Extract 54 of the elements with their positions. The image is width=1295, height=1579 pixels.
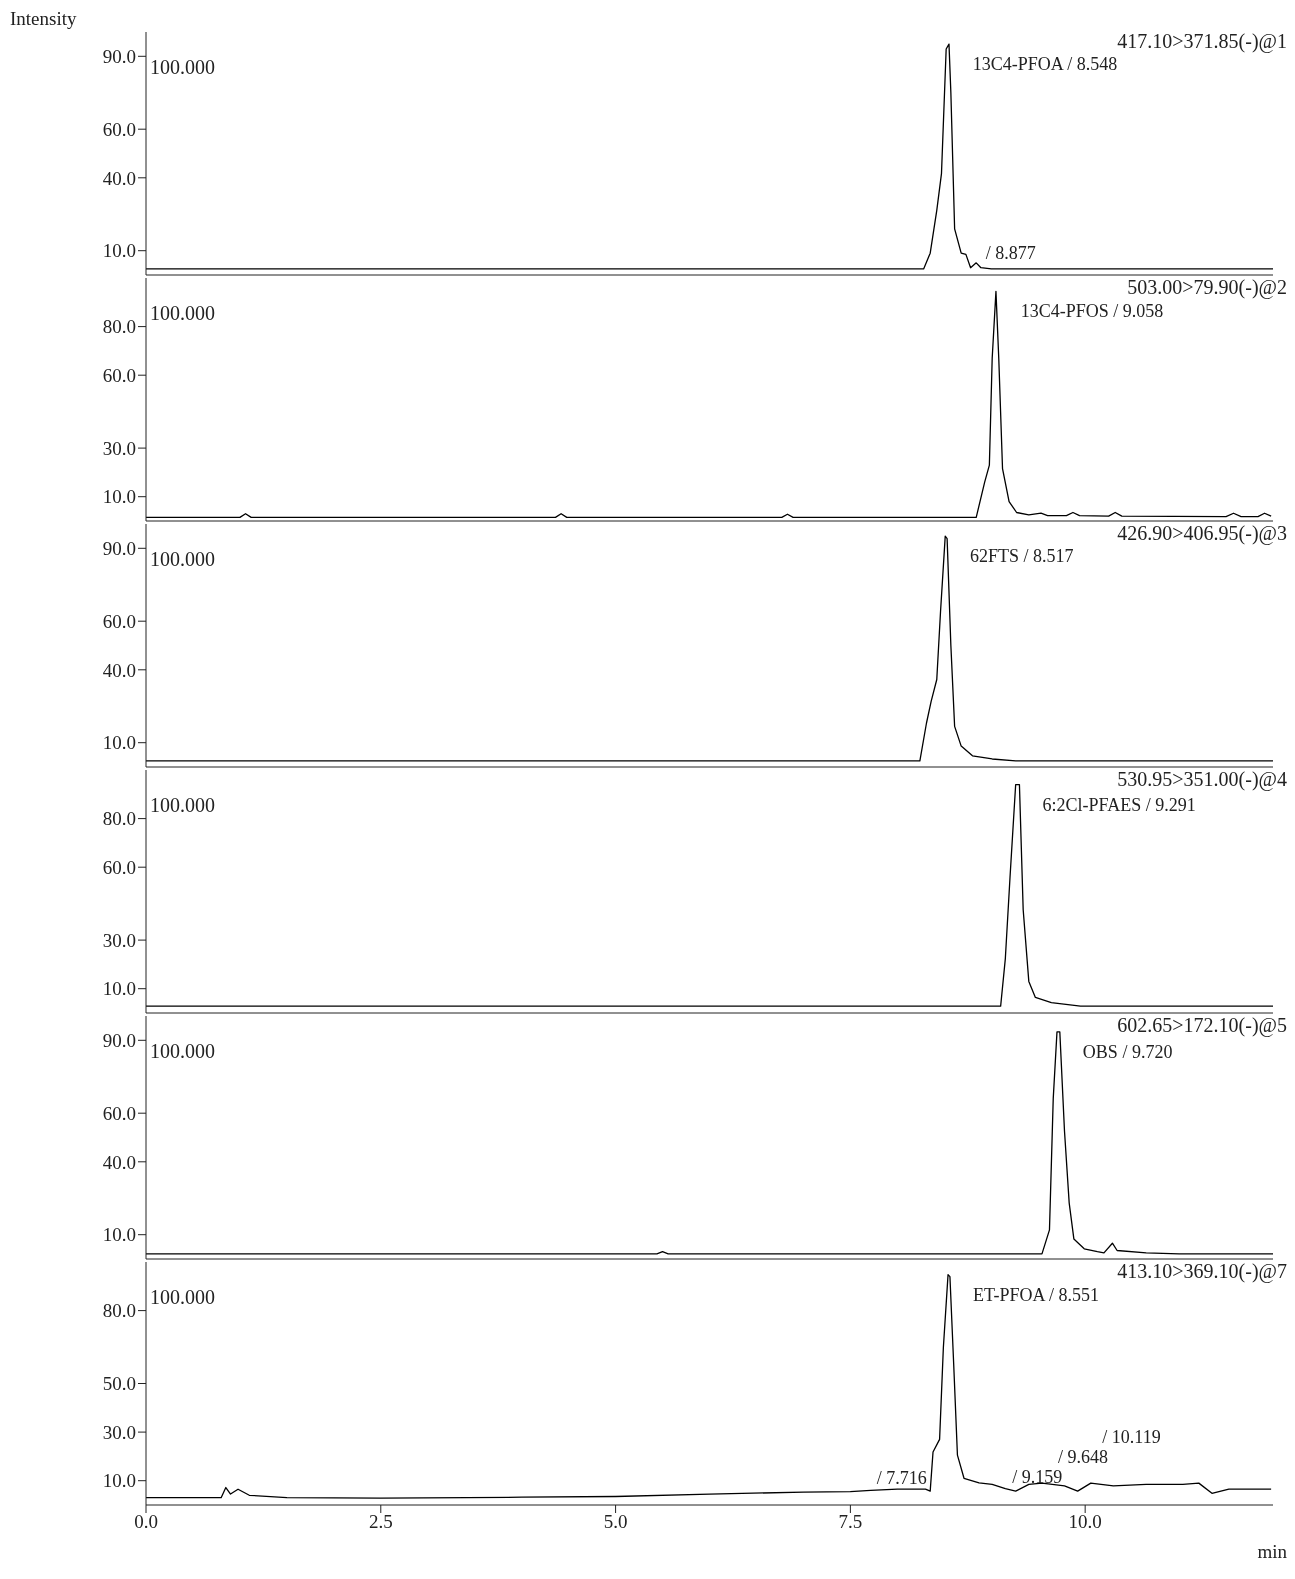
y-tick-label: 60.0 <box>102 856 136 878</box>
annotation: / 9.648 <box>1058 1446 1109 1467</box>
y-axis-title: Intensity <box>9 8 78 30</box>
y-tick-label: 90.0 <box>102 46 136 68</box>
annotation: 503.00>79.90(-)@2 <box>1127 276 1287 299</box>
annotation: 100.000 <box>150 1286 215 1309</box>
x-tick-label: 5.0 <box>603 1511 628 1533</box>
y-tick-label: 80.0 <box>102 1300 136 1322</box>
annotation: 100.000 <box>150 548 215 571</box>
y-tick-label: 80.0 <box>102 316 136 338</box>
y-tick-label: 10.0 <box>102 240 136 262</box>
annotation: 413.10>369.10(-)@7 <box>1117 1260 1287 1283</box>
y-tick-label: 10.0 <box>102 486 136 508</box>
annotation: 100.000 <box>150 1040 215 1063</box>
annotation: OBS / 9.720 <box>1082 1041 1173 1062</box>
annotation: 62FTS / 8.517 <box>969 546 1074 567</box>
annotation: 6:2Cl-PFAES / 9.291 <box>1042 794 1196 815</box>
annotation: / 7.716 <box>876 1468 927 1489</box>
y-tick-label: 60.0 <box>102 118 136 140</box>
y-tick-label: 50.0 <box>102 1373 136 1395</box>
y-tick-label: 90.0 <box>102 538 136 560</box>
y-tick-label: 10.0 <box>102 732 136 754</box>
annotation: / 8.877 <box>985 243 1036 264</box>
annotation: 100.000 <box>150 302 215 325</box>
annotation: 530.95>351.00(-)@4 <box>1117 768 1287 791</box>
y-tick-label: 60.0 <box>102 1102 136 1124</box>
annotation: 602.65>172.10(-)@5 <box>1117 1014 1287 1037</box>
annotation: 100.000 <box>150 794 215 817</box>
x-axis-title: min <box>1257 1541 1287 1563</box>
annotation: 13C4-PFOA / 8.548 <box>972 54 1118 75</box>
x-tick-label: 10.0 <box>1068 1511 1102 1533</box>
x-tick-label: 7.5 <box>838 1511 863 1533</box>
annotation: 100.000 <box>150 56 215 79</box>
y-tick-label: 30.0 <box>102 437 136 459</box>
annotation: / 9.159 <box>1012 1466 1063 1487</box>
y-tick-label: 10.0 <box>102 978 136 1000</box>
annotation: 426.90>406.95(-)@3 <box>1117 522 1287 545</box>
y-tick-label: 40.0 <box>102 659 136 681</box>
x-tick-label: 2.5 <box>368 1511 393 1533</box>
y-tick-label: 30.0 <box>102 929 136 951</box>
y-tick-label: 40.0 <box>102 167 136 189</box>
annotation: 417.10>371.85(-)@1 <box>1117 30 1287 53</box>
y-tick-label: 60.0 <box>102 610 136 632</box>
y-tick-label: 40.0 <box>102 1151 136 1173</box>
y-tick-label: 10.0 <box>102 1470 136 1492</box>
y-tick-label: 30.0 <box>102 1421 136 1443</box>
annotation: / 10.119 <box>1102 1427 1161 1448</box>
y-tick-label: 60.0 <box>102 364 136 386</box>
y-tick-label: 90.0 <box>102 1030 136 1052</box>
y-tick-label: 10.0 <box>102 1224 136 1246</box>
annotation: ET-PFOA / 8.551 <box>973 1284 1099 1305</box>
annotation: 13C4-PFOS / 9.058 <box>1020 301 1164 322</box>
x-tick-label: 0.0 <box>134 1511 158 1533</box>
y-tick-label: 80.0 <box>102 808 136 830</box>
